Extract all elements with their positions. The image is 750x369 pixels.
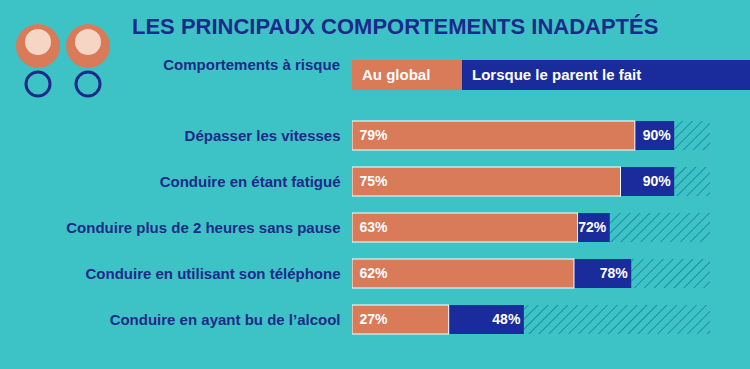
svg-text:48%: 48% <box>492 311 521 327</box>
html-text:Lorsque le parent le fait: Lorsque le parent le fait <box>472 66 642 83</box>
svg-text:90%: 90% <box>643 173 672 189</box>
html-text:LES PRINCIPAUX COMPORTEMENTS I: LES PRINCIPAUX COMPORTEMENTS INADAPTÉS <box>132 14 659 39</box>
svg-text:Conduire plus de 2 heures sans: Conduire plus de 2 heures sans pause <box>66 219 340 236</box>
svg-text:Conduire en utilisant son télé: Conduire en utilisant son téléphone <box>85 265 340 282</box>
svg-text:72%: 72% <box>578 219 607 235</box>
svg-text:78%: 78% <box>600 265 629 281</box>
svg-text:62%: 62% <box>360 265 389 281</box>
html-text:Comportements à risque: Comportements à risque <box>163 56 340 73</box>
svg-text:Dépasser les vitesses: Dépasser les vitesses <box>185 127 341 144</box>
svg-text:75%: 75% <box>360 173 389 189</box>
svg-text:Conduire en ayant bu de l’alco: Conduire en ayant bu de l’alcool <box>110 311 341 328</box>
svg-text:Conduire en étant fatigué: Conduire en étant fatigué <box>160 173 341 190</box>
svg-text:79%: 79% <box>360 127 389 143</box>
html-text:Au global: Au global <box>362 66 431 83</box>
svg-text:27%: 27% <box>360 311 389 327</box>
svg-text:63%: 63% <box>360 219 389 235</box>
svg-text:90%: 90% <box>643 127 672 143</box>
